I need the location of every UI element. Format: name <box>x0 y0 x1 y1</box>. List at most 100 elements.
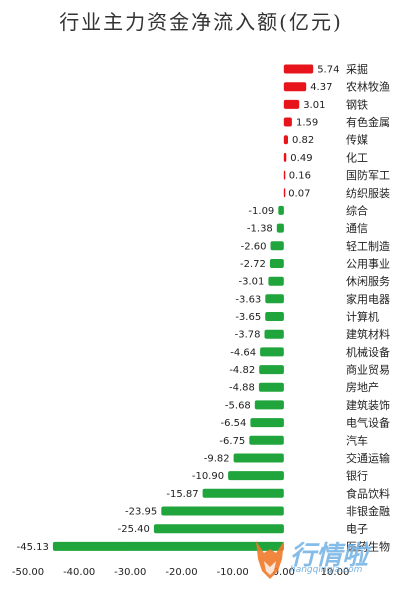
category-label-26: 电子 <box>346 523 368 536</box>
bar-23 <box>228 471 284 481</box>
value-labels-group: 5.74 4.37 3.01 1.59 0.82 0.49 0.16 0.07 -1.09 -1.… <box>17 65 340 553</box>
x-tick-2: -30.00 <box>114 567 146 578</box>
value-label-12: -3.01 <box>239 277 265 288</box>
fox-logo-icon <box>256 541 284 579</box>
bar-17 <box>259 365 284 375</box>
category-label-11: 公用事业 <box>346 258 390 271</box>
category-label-9: 通信 <box>346 222 368 235</box>
bar-3 <box>283 117 292 127</box>
value-label-4: 0.82 <box>292 135 314 146</box>
bar-24 <box>202 488 284 498</box>
category-label-16: 机械设备 <box>346 345 390 359</box>
category-labels-group: 采掘农林牧渔钢铁有色金属传媒化工国防军工纺织服装综合通信轻工制造公用事业休闲服务… <box>346 62 390 553</box>
bar-1 <box>283 82 307 92</box>
category-label-23: 银行 <box>346 469 368 483</box>
watermark-logo: 行情啦 hangqingla.com <box>252 535 402 585</box>
category-label-25: 非银金融 <box>346 504 390 518</box>
category-label-21: 汽车 <box>346 433 368 447</box>
value-label-24: -15.87 <box>166 489 198 500</box>
watermark-url: hangqingla.com <box>290 565 363 575</box>
category-label-1: 农林牧渔 <box>346 80 390 94</box>
category-label-4: 传媒 <box>346 134 368 147</box>
value-label-5: 0.49 <box>290 153 312 164</box>
category-label-20: 电气设备 <box>346 416 390 430</box>
bar-6 <box>283 170 286 180</box>
bar-8 <box>278 205 284 215</box>
value-label-14: -3.65 <box>235 312 261 323</box>
value-label-10: -2.60 <box>241 241 267 252</box>
value-label-18: -4.88 <box>229 383 255 394</box>
bar-5 <box>283 152 287 162</box>
bar-18 <box>258 382 284 392</box>
category-label-12: 休闲服务 <box>346 274 390 288</box>
value-label-9: -1.38 <box>247 224 273 235</box>
value-label-16: -4.64 <box>230 347 256 358</box>
bar-12 <box>268 276 284 286</box>
bar-15 <box>264 329 284 339</box>
value-label-20: -6.54 <box>221 418 247 429</box>
category-label-2: 钢铁 <box>346 98 368 111</box>
value-label-11: -2.72 <box>240 259 266 270</box>
category-label-19: 建筑装饰 <box>346 398 390 412</box>
value-label-22: -9.82 <box>204 454 230 465</box>
category-label-17: 商业贸易 <box>346 363 390 377</box>
bar-14 <box>265 312 284 321</box>
bar-25 <box>161 506 284 516</box>
value-label-17: -4.82 <box>229 365 255 376</box>
value-label-13: -3.63 <box>235 294 261 305</box>
category-label-27: 医药生物 <box>346 539 390 553</box>
value-label-7: 0.07 <box>288 188 310 199</box>
bar-11 <box>269 259 284 268</box>
category-label-8: 综合 <box>346 203 368 217</box>
bar-26 <box>153 524 284 534</box>
category-label-0: 采掘 <box>346 62 368 76</box>
value-label-25: -23.95 <box>125 507 157 518</box>
category-label-18: 房地产 <box>346 380 379 394</box>
category-label-5: 化工 <box>346 150 368 164</box>
value-label-21: -6.75 <box>219 436 245 447</box>
bar-22 <box>233 453 284 463</box>
x-axis: -50.00 -40.00 -30.00 -20.00 -10.00 0.00 10.00 <box>12 567 349 578</box>
value-label-0: 5.74 <box>317 65 339 76</box>
x-tick-4: -10.00 <box>217 567 249 578</box>
value-label-26: -25.40 <box>118 524 150 535</box>
x-tick-3: -20.00 <box>165 567 197 578</box>
x-tick-5: 0.00 <box>273 567 295 578</box>
category-label-7: 纺织服装 <box>346 186 390 200</box>
value-label-19: -5.68 <box>225 400 251 411</box>
bar-10 <box>270 241 284 251</box>
bar-13 <box>265 294 284 304</box>
category-label-22: 交通运输 <box>346 451 390 465</box>
bar-19 <box>254 400 284 410</box>
bar-16 <box>260 347 284 357</box>
value-label-2: 3.01 <box>303 100 325 111</box>
value-label-27: -45.13 <box>17 542 49 553</box>
chart-title: 行业主力资金净流入额(亿元) <box>59 10 343 34</box>
watermark-text: 行情啦 <box>290 541 369 571</box>
category-label-6: 国防军工 <box>346 168 390 182</box>
value-label-15: -3.78 <box>235 330 261 341</box>
bar-9 <box>276 223 284 233</box>
bars-group <box>52 64 314 551</box>
x-tick-0: -50.00 <box>12 567 44 578</box>
value-label-1: 4.37 <box>310 82 332 93</box>
bar-0 <box>283 64 314 74</box>
category-label-15: 建筑材料 <box>346 327 390 341</box>
category-label-10: 轻工制造 <box>346 239 390 253</box>
x-tick-6: 10.00 <box>321 567 350 578</box>
category-label-24: 食品饮料 <box>346 486 390 500</box>
x-tick-1: -40.00 <box>63 567 95 578</box>
bar-27 <box>52 541 284 551</box>
value-label-23: -10.90 <box>192 471 224 482</box>
bar-4 <box>283 135 288 145</box>
category-label-14: 计算机 <box>346 310 379 324</box>
value-label-8: -1.09 <box>248 206 274 217</box>
category-label-3: 有色金属 <box>346 115 390 129</box>
bar-20 <box>250 418 284 428</box>
category-label-13: 家用电器 <box>346 292 390 306</box>
bar-2 <box>283 99 300 109</box>
bar-21 <box>249 435 284 445</box>
value-label-6: 0.16 <box>289 171 311 182</box>
bar-7 <box>283 188 286 198</box>
